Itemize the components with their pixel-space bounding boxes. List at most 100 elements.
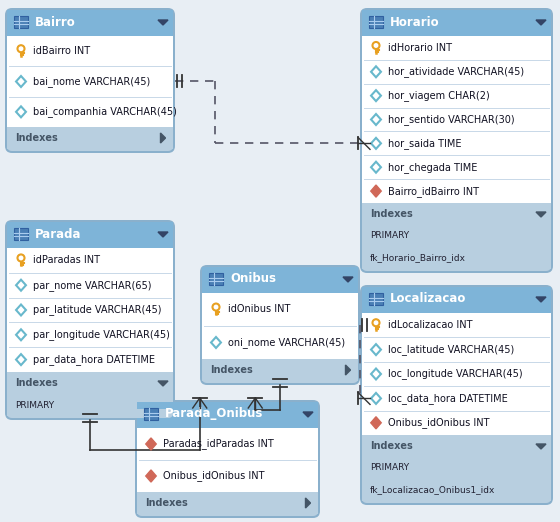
FancyBboxPatch shape [7,222,173,250]
Text: par_latitude VARCHAR(45): par_latitude VARCHAR(45) [33,304,161,315]
FancyBboxPatch shape [137,507,318,516]
Bar [202,359,358,381]
Bar [137,492,318,514]
Text: Parada_Onibus: Parada_Onibus [165,408,263,421]
FancyBboxPatch shape [7,142,173,151]
Text: par_longitude VARCHAR(45): par_longitude VARCHAR(45) [33,329,170,340]
Text: Bairro: Bairro [35,16,76,29]
Circle shape [212,303,220,311]
Circle shape [374,44,378,47]
Polygon shape [158,232,168,237]
Text: idParadas INT: idParadas INT [33,255,100,265]
FancyBboxPatch shape [209,273,223,285]
Polygon shape [306,498,310,508]
Circle shape [372,42,380,49]
Text: Onibus_idOnibus INT: Onibus_idOnibus INT [388,418,489,428]
Text: PRIMARY: PRIMARY [370,464,409,472]
Bar [362,10,551,36]
Text: fk_Localizacao_Onibus1_idx: fk_Localizacao_Onibus1_idx [370,485,496,494]
Polygon shape [371,417,381,429]
Text: bai_companhia VARCHAR(45): bai_companhia VARCHAR(45) [33,106,177,117]
FancyBboxPatch shape [7,409,173,418]
Bar [7,222,173,248]
FancyBboxPatch shape [360,8,553,273]
FancyBboxPatch shape [144,408,158,420]
Text: hor_sentido VARCHAR(30): hor_sentido VARCHAR(30) [388,114,515,125]
Bar [362,36,551,205]
Polygon shape [343,277,353,282]
Text: bai_nome VARCHAR(45): bai_nome VARCHAR(45) [33,76,150,87]
Text: hor_viagem CHAR(2): hor_viagem CHAR(2) [388,90,490,101]
FancyBboxPatch shape [14,228,28,240]
Polygon shape [146,470,156,482]
Polygon shape [146,438,156,450]
Text: loc_latitude VARCHAR(45): loc_latitude VARCHAR(45) [388,344,514,355]
FancyBboxPatch shape [202,267,358,295]
FancyBboxPatch shape [362,287,551,315]
Text: hor_atividade VARCHAR(45): hor_atividade VARCHAR(45) [388,66,524,77]
Bar [362,203,551,269]
Bar [362,435,551,501]
Bar [202,293,358,361]
Text: hor_saida TIME: hor_saida TIME [388,138,461,149]
Circle shape [214,305,218,309]
Text: par_nome VARCHAR(65): par_nome VARCHAR(65) [33,280,152,291]
Polygon shape [536,20,546,25]
Polygon shape [371,185,381,197]
Text: loc_data_hora DATETIME: loc_data_hora DATETIME [388,393,508,404]
FancyBboxPatch shape [135,400,320,518]
Polygon shape [536,297,546,302]
Text: PRIMARY: PRIMARY [15,400,54,409]
Bar [7,372,173,416]
Text: Indexes: Indexes [370,209,413,219]
Circle shape [374,321,378,325]
Text: idOnibus INT: idOnibus INT [228,304,291,314]
Polygon shape [161,133,166,143]
FancyBboxPatch shape [369,293,383,305]
Text: Onibus: Onibus [230,272,276,286]
Circle shape [372,319,380,327]
FancyBboxPatch shape [7,10,173,38]
Text: fk_Horario_Bairro_idx: fk_Horario_Bairro_idx [370,254,466,263]
Text: Indexes: Indexes [145,498,188,508]
Polygon shape [346,365,351,375]
Polygon shape [158,381,168,386]
Bar [362,313,551,437]
FancyBboxPatch shape [362,10,551,38]
FancyBboxPatch shape [137,402,318,430]
Text: idLocalizacao INT: idLocalizacao INT [388,320,473,330]
Bar [7,36,173,129]
FancyBboxPatch shape [5,220,175,420]
Text: Indexes: Indexes [370,441,413,451]
Text: idHorario INT: idHorario INT [388,43,452,53]
Polygon shape [536,444,546,449]
FancyBboxPatch shape [360,285,553,505]
FancyBboxPatch shape [362,494,551,503]
Bar [137,402,318,428]
Bar [362,287,551,313]
FancyBboxPatch shape [369,16,383,28]
Text: oni_nome VARCHAR(45): oni_nome VARCHAR(45) [228,337,345,348]
Text: Bairro_idBairro INT: Bairro_idBairro INT [388,186,479,196]
Circle shape [19,256,23,260]
Text: Indexes: Indexes [210,365,253,375]
FancyBboxPatch shape [14,16,28,28]
Bar [137,428,318,494]
Text: Horario: Horario [390,16,440,29]
Text: hor_chegada TIME: hor_chegada TIME [388,162,477,173]
Bar [202,267,358,293]
Circle shape [17,254,25,262]
Bar [7,127,173,149]
Text: loc_longitude VARCHAR(45): loc_longitude VARCHAR(45) [388,369,522,379]
Text: Indexes: Indexes [15,133,58,143]
Circle shape [17,45,25,53]
FancyBboxPatch shape [202,374,358,383]
Text: Parada: Parada [35,228,82,241]
Text: par_data_hora DATETIME: par_data_hora DATETIME [33,354,155,365]
Text: Indexes: Indexes [15,378,58,388]
Polygon shape [303,412,313,417]
Polygon shape [536,212,546,217]
Text: Localizacao: Localizacao [390,292,466,305]
Bar [7,10,173,36]
FancyBboxPatch shape [5,8,175,153]
